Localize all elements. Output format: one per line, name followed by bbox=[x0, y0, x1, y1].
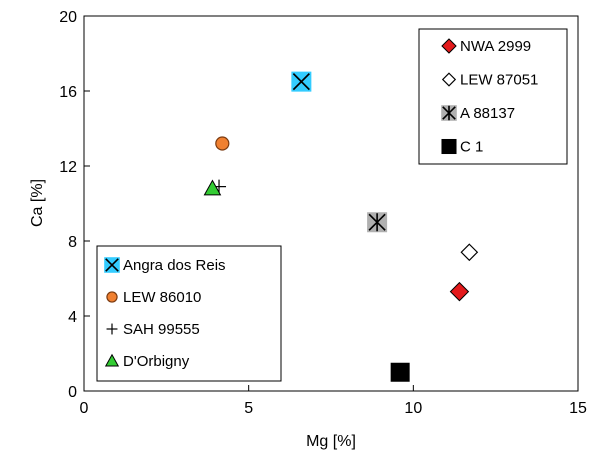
x-axis-ticks: 0 5 10 15 bbox=[80, 385, 587, 417]
legend-marker bbox=[104, 257, 120, 273]
y-axis-ticks: 0 4 8 12 16 20 bbox=[59, 9, 90, 401]
legend-label: LEW 86010 bbox=[123, 289, 201, 306]
legend-box bbox=[96, 245, 282, 382]
legend-marker bbox=[106, 291, 118, 303]
legend-label: NWA 2999 bbox=[460, 38, 531, 55]
y-tick-label: 16 bbox=[59, 84, 77, 101]
legend-marker bbox=[104, 353, 120, 367]
data-point-nwa-2999 bbox=[449, 281, 470, 302]
x-axis-label: Mg [%] bbox=[306, 433, 356, 450]
y-tick-label: 8 bbox=[68, 234, 77, 251]
y-axis-label: Ca [%] bbox=[29, 179, 46, 227]
x-tick-label: 0 bbox=[80, 400, 89, 417]
legend-top-right: NWA 2999 LEW 87051 A 88137 C 1 bbox=[418, 28, 568, 165]
data-point-lew-87051 bbox=[460, 243, 479, 262]
legend-label: C 1 bbox=[460, 139, 483, 156]
data-point-a-88137 bbox=[367, 212, 388, 233]
legend-label: D'Orbigny bbox=[123, 353, 190, 370]
data-point-d-orbigny bbox=[203, 179, 222, 196]
legend-marker bbox=[106, 323, 118, 335]
data-point-angra-dos-reis bbox=[291, 71, 312, 92]
legend-label: SAH 99555 bbox=[123, 321, 200, 338]
y-tick-label: 20 bbox=[59, 9, 77, 26]
data-points bbox=[203, 71, 479, 382]
y-tick-label: 4 bbox=[68, 309, 77, 326]
legend-marker bbox=[441, 138, 457, 155]
legend-marker bbox=[441, 72, 457, 87]
data-point-c-1 bbox=[390, 362, 410, 382]
legend-marker bbox=[441, 38, 457, 54]
legend-label: LEW 87051 bbox=[460, 72, 538, 89]
legend-marker bbox=[441, 105, 457, 121]
legend-label: A 88137 bbox=[460, 105, 515, 122]
y-tick-label: 12 bbox=[59, 159, 77, 176]
data-point-lew-86010 bbox=[215, 136, 230, 151]
x-tick-label: 10 bbox=[404, 400, 422, 417]
x-tick-label: 15 bbox=[569, 400, 587, 417]
y-tick-label: 0 bbox=[68, 384, 77, 401]
legend-label: Angra dos Reis bbox=[123, 257, 226, 274]
x-tick-label: 5 bbox=[244, 400, 253, 417]
legend-bottom-left: Angra dos Reis LEW 86010 SAH 99555 D'Orbign… bbox=[96, 245, 282, 382]
